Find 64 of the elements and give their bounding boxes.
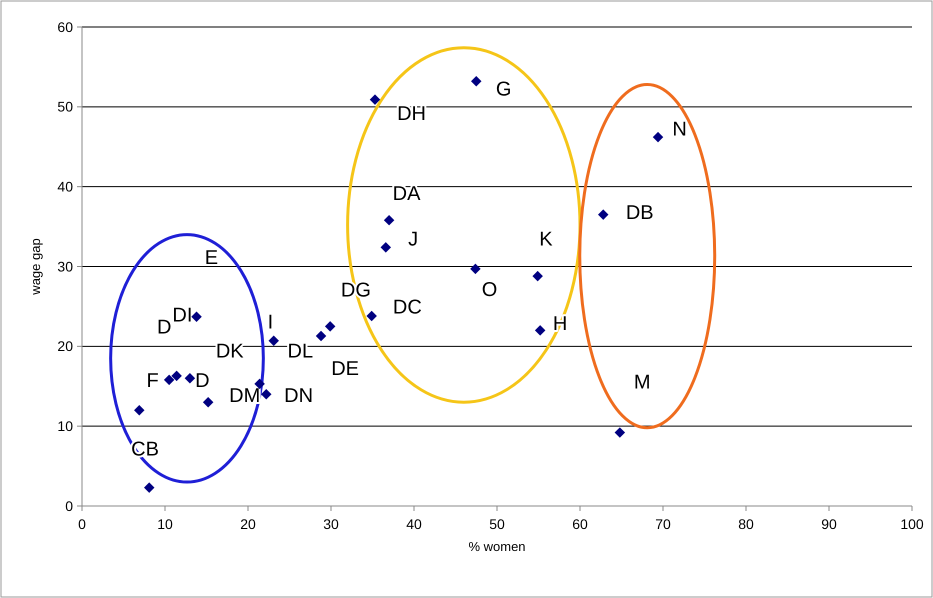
annotation: DE xyxy=(331,358,360,380)
annotation: E xyxy=(204,246,218,269)
x-tick-label: 70 xyxy=(655,516,671,532)
annotation: J xyxy=(408,228,418,251)
annotation: DI xyxy=(172,304,192,326)
point xyxy=(202,396,214,408)
x-tick-label: 80 xyxy=(738,516,754,532)
annotation: I xyxy=(268,312,274,334)
x-tick-label: 10 xyxy=(157,516,173,532)
x-tick-label: 0 xyxy=(78,516,86,532)
point xyxy=(144,482,154,493)
annotation: K xyxy=(539,228,554,251)
point xyxy=(370,94,380,105)
x-axis-title: % women xyxy=(468,539,526,554)
x-tick-label: 40 xyxy=(406,516,422,532)
annotation: DK xyxy=(216,340,244,362)
y-tick-label: 20 xyxy=(57,338,74,354)
y-tick-label: 60 xyxy=(57,18,74,35)
x-tick-label: 50 xyxy=(489,516,505,532)
y-tick-label: 0 xyxy=(65,498,74,514)
point xyxy=(614,427,626,438)
annotation: N xyxy=(672,118,687,140)
x-tick-label: 100 xyxy=(900,516,924,532)
annotation: DN xyxy=(284,385,314,408)
annotation: D xyxy=(195,370,210,392)
x-tick-label: 20 xyxy=(240,516,256,532)
y-tick-label: 30 xyxy=(57,258,74,274)
point xyxy=(184,373,196,384)
annotation: O xyxy=(482,278,498,301)
y-tick-label: 40 xyxy=(57,178,74,195)
point xyxy=(598,209,608,220)
annotation: DL xyxy=(288,340,314,362)
annotation: DC xyxy=(392,296,422,318)
x-tick-label: 90 xyxy=(821,516,837,532)
annotation: G xyxy=(496,78,512,100)
annotation: DH xyxy=(397,103,426,126)
point xyxy=(268,336,279,346)
annotation: M xyxy=(634,371,651,394)
annotation: DB xyxy=(626,202,654,224)
point xyxy=(316,330,326,342)
y-tick-label: 50 xyxy=(57,98,74,115)
point xyxy=(324,321,336,332)
y-tick-label: 10 xyxy=(57,418,74,434)
point xyxy=(366,310,377,322)
point xyxy=(470,264,481,274)
point xyxy=(380,242,392,253)
annotation: DA xyxy=(392,183,422,206)
point xyxy=(471,76,482,87)
y-axis-title: wage gap xyxy=(28,238,43,296)
x-tick-label: 60 xyxy=(572,516,588,532)
annotation: F xyxy=(146,370,159,392)
point xyxy=(171,370,182,382)
point xyxy=(652,132,664,142)
point xyxy=(191,312,202,322)
point xyxy=(164,374,174,386)
annotation: D xyxy=(156,316,172,338)
x-tick-label: 30 xyxy=(323,516,339,532)
point xyxy=(384,214,394,226)
point xyxy=(134,404,145,416)
point xyxy=(254,378,265,390)
point xyxy=(534,325,546,336)
point xyxy=(261,388,272,400)
annotation: DM xyxy=(229,385,260,408)
point xyxy=(532,270,543,282)
